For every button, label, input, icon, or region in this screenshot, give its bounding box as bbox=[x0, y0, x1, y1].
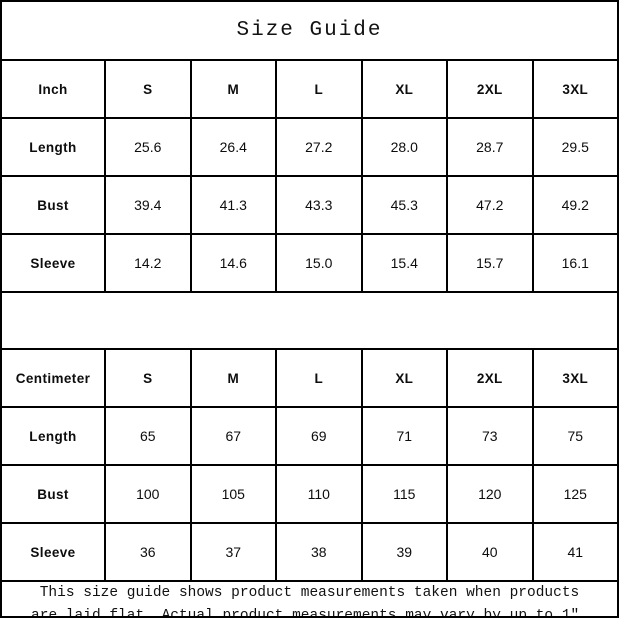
column-header-cm-3xl: 3XL bbox=[562, 370, 589, 386]
table-header-row-centimeter: Centimeter S M L XL 2XL 3XL bbox=[2, 350, 617, 408]
footer-note-line-2: are laid flat. Actual product measuremen… bbox=[31, 608, 588, 618]
cell-cm-length-m: 67 bbox=[192, 408, 277, 464]
column-header-cm-2xl: 2XL bbox=[448, 350, 534, 406]
cell-inch-bust-xl: 45.3 bbox=[363, 177, 448, 233]
cell-inch-sleeve-xl: 15.4 bbox=[363, 235, 448, 291]
column-header-xl: XL bbox=[363, 61, 448, 117]
row-label-sleeve-cm: Sleeve bbox=[2, 524, 106, 580]
table-spacer-row bbox=[2, 291, 617, 350]
cell-inch-sleeve-s: 14.2 bbox=[106, 235, 192, 291]
cell-cm-sleeve-2xl: 40 bbox=[448, 524, 534, 580]
page-title: Size Guide bbox=[236, 19, 383, 42]
cell-cm-sleeve-l: 38 bbox=[277, 524, 363, 580]
column-header-s: S bbox=[106, 61, 192, 117]
cell-cm-bust-3xl: 125 bbox=[563, 486, 587, 502]
cell-cm-sleeve-3xl: 41 bbox=[567, 544, 584, 560]
unit-header-inch: Inch bbox=[2, 61, 106, 117]
row-label-bust-inch: Bust bbox=[2, 177, 106, 233]
cell-cm-bust-l: 110 bbox=[277, 466, 363, 522]
cell-inch-sleeve-l: 15.0 bbox=[277, 235, 363, 291]
title-row: Size Guide bbox=[2, 2, 617, 61]
table-header-row-inch: Inch S M L XL 2XL 3XL bbox=[2, 61, 617, 119]
table-row: Sleeve 14.2 14.6 15.0 15.4 15.7 16.1 bbox=[2, 235, 617, 291]
cell-inch-length-s: 25.6 bbox=[106, 119, 192, 175]
cell-cm-sleeve-s: 36 bbox=[106, 524, 192, 580]
cell-cm-length-s: 65 bbox=[106, 408, 192, 464]
cell-inch-length-l: 27.2 bbox=[277, 119, 363, 175]
cell-inch-sleeve-m: 14.6 bbox=[192, 235, 277, 291]
cell-cm-sleeve-xl: 39 bbox=[363, 524, 448, 580]
cell-inch-sleeve-2xl: 15.7 bbox=[448, 235, 534, 291]
cell-cm-length-2xl: 73 bbox=[448, 408, 534, 464]
column-header-cm-m: M bbox=[192, 350, 277, 406]
row-label-length-cm: Length bbox=[2, 408, 106, 464]
cell-cm-bust-m: 105 bbox=[192, 466, 277, 522]
cell-inch-length-3xl: 29.5 bbox=[561, 139, 589, 155]
footer-note-row: This size guide shows product measuremen… bbox=[2, 580, 617, 618]
cell-cm-length-3xl: 75 bbox=[567, 428, 584, 444]
unit-header-centimeter: Centimeter bbox=[2, 350, 106, 406]
column-header-l: L bbox=[277, 61, 363, 117]
cell-inch-bust-2xl: 47.2 bbox=[448, 177, 534, 233]
column-header-cm-s: S bbox=[106, 350, 192, 406]
cell-inch-bust-s: 39.4 bbox=[106, 177, 192, 233]
column-header-3xl: 3XL bbox=[562, 81, 589, 97]
cell-cm-bust-s: 100 bbox=[106, 466, 192, 522]
row-label-bust-cm: Bust bbox=[2, 466, 106, 522]
table-row: Bust 100 105 110 115 120 125 bbox=[2, 466, 617, 524]
row-label-sleeve-inch: Sleeve bbox=[2, 235, 106, 291]
cell-cm-sleeve-m: 37 bbox=[192, 524, 277, 580]
cell-cm-bust-2xl: 120 bbox=[448, 466, 534, 522]
row-label-length-inch: Length bbox=[2, 119, 106, 175]
cell-inch-sleeve-3xl: 16.1 bbox=[561, 255, 589, 271]
cell-cm-length-xl: 71 bbox=[363, 408, 448, 464]
cell-inch-bust-m: 41.3 bbox=[192, 177, 277, 233]
column-header-cm-l: L bbox=[277, 350, 363, 406]
centimeter-table: Centimeter S M L XL 2XL 3XL Length 65 67… bbox=[2, 350, 617, 580]
cell-inch-bust-l: 43.3 bbox=[277, 177, 363, 233]
cell-cm-bust-xl: 115 bbox=[363, 466, 448, 522]
column-header-2xl: 2XL bbox=[448, 61, 534, 117]
table-row: Length 65 67 69 71 73 75 bbox=[2, 408, 617, 466]
cell-inch-length-2xl: 28.7 bbox=[448, 119, 534, 175]
footer-note-line-1: This size guide shows product measuremen… bbox=[39, 585, 580, 601]
table-row: Sleeve 36 37 38 39 40 41 bbox=[2, 524, 617, 580]
table-row: Bust 39.4 41.3 43.3 45.3 47.2 49.2 bbox=[2, 177, 617, 235]
footer-note: This size guide shows product measuremen… bbox=[31, 582, 588, 618]
cell-inch-length-xl: 28.0 bbox=[363, 119, 448, 175]
inch-table: Inch S M L XL 2XL 3XL Length 25.6 26.4 2… bbox=[2, 61, 617, 291]
cell-cm-length-l: 69 bbox=[277, 408, 363, 464]
cell-inch-bust-3xl: 49.2 bbox=[561, 197, 589, 213]
column-header-cm-xl: XL bbox=[363, 350, 448, 406]
cell-inch-length-m: 26.4 bbox=[192, 119, 277, 175]
table-row: Length 25.6 26.4 27.2 28.0 28.7 29.5 bbox=[2, 119, 617, 177]
column-header-m: M bbox=[192, 61, 277, 117]
